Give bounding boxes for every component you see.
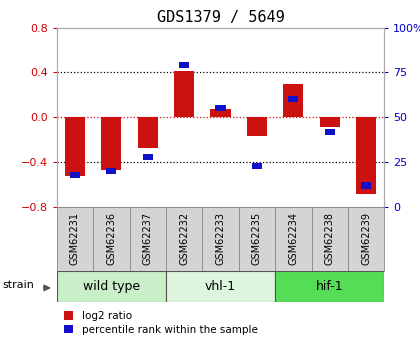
Bar [174,71,194,117]
Bar [65,117,85,176]
Bar [70,171,80,178]
Bar [325,129,335,135]
Text: GSM62235: GSM62235 [252,213,262,265]
Bar [129,207,166,271]
Bar [57,271,166,302]
Bar [166,207,202,271]
Bar [179,62,189,68]
Text: GSM62238: GSM62238 [325,213,335,265]
Title: GDS1379 / 5649: GDS1379 / 5649 [157,10,284,25]
Bar [252,162,262,169]
Bar [275,207,312,271]
Text: GSM62236: GSM62236 [106,213,116,265]
Bar [138,117,158,148]
Bar [202,207,239,271]
Text: GSM62233: GSM62233 [215,213,226,265]
Bar [288,96,298,102]
Bar [166,271,275,302]
Text: vhl-1: vhl-1 [205,280,236,293]
Bar [215,105,226,111]
Text: GSM62231: GSM62231 [70,213,80,265]
Bar [106,168,116,174]
Bar [312,207,348,271]
Bar [361,183,371,189]
Text: wild type: wild type [83,280,140,293]
Bar [320,117,340,127]
Legend: log2 ratio, percentile rank within the sample: log2 ratio, percentile rank within the s… [62,309,260,337]
Bar [93,207,129,271]
Text: hif-1: hif-1 [316,280,344,293]
Bar [143,154,153,160]
Bar [275,271,384,302]
Bar [284,83,303,117]
Bar [247,117,267,136]
Bar [356,117,376,194]
Text: GSM62237: GSM62237 [143,213,153,265]
Bar [57,207,93,271]
Text: GSM62239: GSM62239 [361,213,371,265]
Bar [101,117,121,170]
Bar [210,109,231,117]
Text: GSM62234: GSM62234 [288,213,298,265]
Text: GSM62232: GSM62232 [179,213,189,265]
Bar [239,207,275,271]
Bar [348,207,384,271]
Text: strain: strain [3,280,35,290]
